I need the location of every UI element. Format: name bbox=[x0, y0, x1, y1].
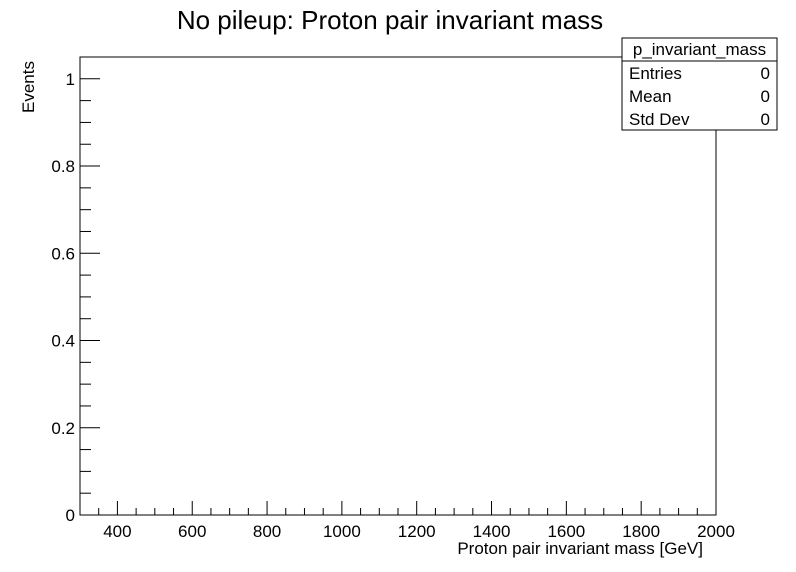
y-axis-ticks bbox=[80, 56, 100, 516]
x-tick-label: 1600 bbox=[547, 522, 585, 541]
y-axis-tick-labels: 0 0.2 0.4 0.6 0.8 1 bbox=[51, 70, 75, 525]
y-tick-label: 0 bbox=[66, 506, 75, 525]
x-axis-title: Proton pair invariant mass [GeV] bbox=[457, 539, 703, 558]
x-tick-label: 1000 bbox=[323, 522, 361, 541]
stats-box: p_invariant_mass Entries 0 Mean 0 Std De… bbox=[621, 37, 778, 131]
x-axis-tick-labels: 400 600 800 1000 1200 1400 1600 1800 2000 bbox=[103, 522, 735, 541]
x-tick-label: 1400 bbox=[473, 522, 511, 541]
x-tick-label: 1200 bbox=[398, 522, 436, 541]
y-tick-label: 1 bbox=[66, 70, 75, 89]
chart-title: No pileup: Proton pair invariant mass bbox=[177, 5, 603, 35]
y-tick-label: 0.2 bbox=[51, 419, 75, 438]
x-tick-label: 800 bbox=[253, 522, 281, 541]
y-axis-title: Events bbox=[19, 61, 38, 113]
stats-box-name: p_invariant_mass bbox=[633, 40, 766, 59]
x-axis-ticks bbox=[98, 501, 717, 515]
stats-mean-value: 0 bbox=[761, 87, 770, 106]
x-tick-label: 600 bbox=[178, 522, 206, 541]
stats-mean-label: Mean bbox=[629, 87, 672, 106]
y-tick-label: 0.4 bbox=[51, 332, 75, 351]
stats-box-frame bbox=[621, 37, 778, 131]
x-tick-label: 1800 bbox=[622, 522, 660, 541]
x-tick-label: 2000 bbox=[697, 522, 735, 541]
stats-stddev-label: Std Dev bbox=[629, 110, 690, 129]
stats-entries-value: 0 bbox=[761, 64, 770, 83]
y-tick-label: 0.6 bbox=[51, 244, 75, 263]
stats-stddev-value: 0 bbox=[761, 110, 770, 129]
stats-entries-label: Entries bbox=[629, 64, 682, 83]
x-tick-label: 400 bbox=[103, 522, 131, 541]
y-tick-label: 0.8 bbox=[51, 157, 75, 176]
